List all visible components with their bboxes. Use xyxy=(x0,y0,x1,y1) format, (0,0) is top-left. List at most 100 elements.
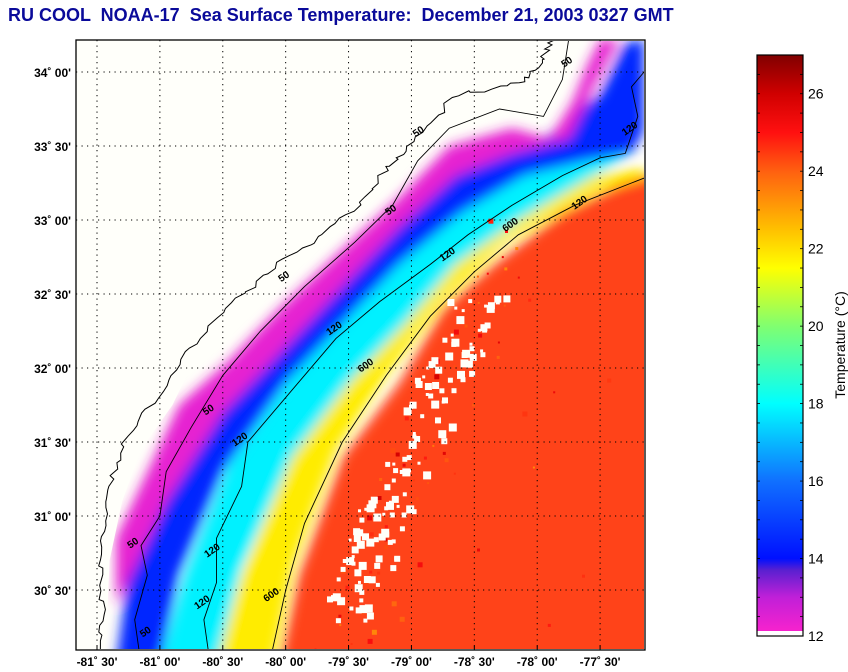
cloud-gap xyxy=(409,404,413,409)
cloud-gap xyxy=(393,468,399,474)
colorbar-gradient xyxy=(757,55,803,636)
cloud-gap xyxy=(362,533,369,541)
cloud-gap xyxy=(477,328,481,332)
colorbar-tick-label: 24 xyxy=(808,163,824,179)
sst-pixel xyxy=(395,452,400,457)
cloud-gap xyxy=(349,606,354,611)
cloud-gap xyxy=(359,517,365,523)
cloud-gap xyxy=(402,468,411,477)
cloud-gap xyxy=(422,375,426,379)
cloud-gap xyxy=(412,434,417,439)
cloud-gap xyxy=(425,393,429,396)
sst-pixel xyxy=(453,329,459,335)
sst-pixel xyxy=(522,411,528,417)
cloud-gap xyxy=(337,597,346,606)
sst-pixel xyxy=(379,478,383,481)
isobath-50m xyxy=(134,41,569,649)
cloud-gap xyxy=(417,461,421,465)
x-tick-label: -80˚ 30' xyxy=(202,655,243,669)
cloud-gap xyxy=(336,577,341,582)
sst-pixel xyxy=(314,648,317,649)
y-tick-label: 32˚ 30' xyxy=(34,288,71,302)
sst-pixel xyxy=(384,538,388,542)
cloud-gap xyxy=(480,324,488,332)
sst-pixel xyxy=(345,585,350,590)
sst-pixel xyxy=(515,247,519,251)
sst-pixel xyxy=(350,643,353,645)
sst-pixel xyxy=(464,324,468,328)
map-frame xyxy=(75,39,646,651)
cloud-gap xyxy=(480,352,486,358)
sst-pixel xyxy=(504,267,508,271)
sst-pixel xyxy=(453,472,456,475)
cloud-gap xyxy=(342,559,347,563)
x-tick-label: -77˚ 30' xyxy=(580,655,621,669)
cloud-gap xyxy=(414,436,421,442)
sst-pixel xyxy=(472,403,476,407)
sst-pixel xyxy=(399,616,405,622)
cloud-gap xyxy=(366,538,375,547)
cloud-gap xyxy=(469,370,476,377)
cloud-gap xyxy=(435,366,443,374)
cloud-gap xyxy=(448,423,457,432)
sst-pixel xyxy=(582,574,585,578)
sst-pixel xyxy=(517,276,520,279)
land-mask xyxy=(77,41,545,649)
cloud-gap xyxy=(438,430,447,439)
cloud-gap xyxy=(399,470,404,474)
coastline xyxy=(98,41,554,649)
cloud-gap xyxy=(431,400,440,409)
cloud-gap xyxy=(364,604,373,613)
cloud-gap xyxy=(354,584,363,593)
cloud-gap xyxy=(346,557,355,566)
x-tick-label: -78˚ 30' xyxy=(454,655,495,669)
cloud-gap xyxy=(368,500,377,509)
cloud-gap xyxy=(390,565,397,572)
sst-pixel xyxy=(453,365,456,368)
graticule xyxy=(76,40,645,650)
cloud-gap xyxy=(359,589,365,595)
cloud-gap xyxy=(355,607,362,614)
cloud-gap xyxy=(365,607,369,610)
sst-pixel xyxy=(505,230,508,233)
cloud-gap xyxy=(351,555,355,559)
cloud-gap xyxy=(368,576,376,584)
cloud-gap xyxy=(456,316,465,325)
cloud-gap xyxy=(354,569,362,577)
sst-pixel xyxy=(413,479,415,482)
cloud-gap xyxy=(428,393,434,399)
sst-pixel xyxy=(607,378,612,383)
cloud-gap xyxy=(460,377,466,383)
cloud-gap xyxy=(358,580,361,584)
cloud-gap xyxy=(384,484,391,491)
cloud-gap xyxy=(442,397,448,404)
sst-pixel xyxy=(478,333,483,338)
cloud-gap xyxy=(358,561,367,570)
cloud-gap xyxy=(391,539,396,544)
cloud-gap xyxy=(386,501,394,510)
cloud-gap xyxy=(414,377,421,384)
cloud-gap xyxy=(415,381,423,388)
sst-pixel xyxy=(415,497,419,501)
sst-pixel xyxy=(503,304,506,307)
y-tick-label: 31˚ 00' xyxy=(34,510,71,524)
cloud-gap xyxy=(396,504,400,508)
colorbar-bottom-gap xyxy=(757,631,803,636)
cloud-gap xyxy=(359,605,368,614)
cloud-gap xyxy=(399,526,405,532)
x-tick-label: -79˚ 00' xyxy=(391,655,432,669)
sst-pixel xyxy=(367,638,373,644)
cloud-gap xyxy=(378,533,386,541)
sst-pixel xyxy=(339,624,342,627)
cloud-gap xyxy=(335,618,341,624)
cloud-gap xyxy=(466,363,470,367)
cloud-gap xyxy=(451,388,457,394)
cloud-gap xyxy=(375,555,383,563)
cloud-gap xyxy=(351,561,356,566)
cloud-gap xyxy=(484,322,491,329)
x-tick-label: -78˚ 00' xyxy=(517,655,558,669)
sst-pixel xyxy=(377,496,382,500)
cloud-gap xyxy=(465,360,473,368)
cloud-gap xyxy=(366,612,374,620)
cloud-gap xyxy=(348,538,352,542)
